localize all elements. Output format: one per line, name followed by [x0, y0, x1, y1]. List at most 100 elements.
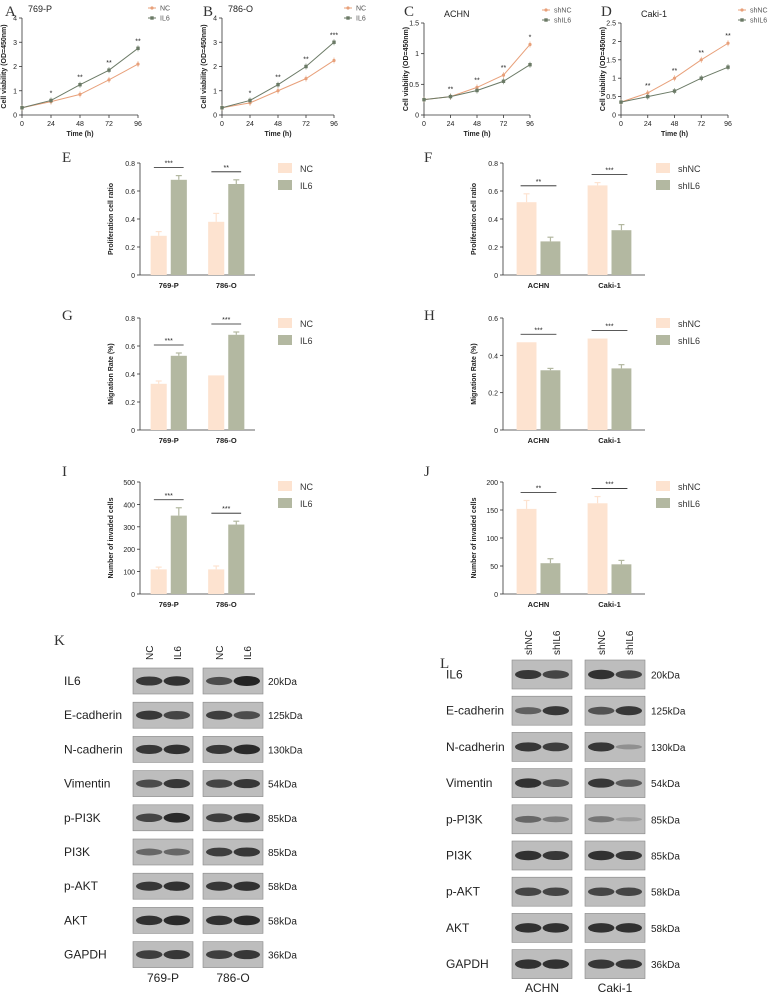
cell-line-label: ACHN — [525, 981, 559, 992]
legend-label: IL6 — [300, 181, 313, 191]
panel-letter: D — [601, 4, 612, 20]
bar-chart-f: F 0 0.2 0.4 0.6 0.8 Proliferation cell ratio **… — [424, 150, 701, 290]
x-tick-label: 769-P — [159, 436, 179, 445]
band — [163, 812, 190, 823]
panel-letter: L — [440, 656, 449, 672]
x-tick-label: Caki-1 — [598, 600, 621, 609]
band — [163, 881, 190, 891]
protein-label: p-AKT — [446, 885, 481, 899]
protein-label: p-PI3K — [446, 812, 483, 826]
band — [542, 923, 569, 933]
band — [136, 848, 163, 856]
band — [515, 850, 542, 861]
bar — [170, 515, 187, 594]
significance-mark: ** — [224, 165, 230, 172]
line-chart-d: D Caki-1 0 0.5 1 1.5 2 2.5 0 24 48 72 96 Time (h) Cell… — [600, 4, 768, 138]
band — [615, 923, 642, 933]
y-tick-label: 300 — [123, 525, 135, 532]
kda-label: 85kDa — [651, 815, 680, 826]
band — [615, 779, 642, 787]
band — [206, 950, 233, 959]
y-tick-label: 0.8 — [488, 161, 498, 168]
x-tick-label: 72 — [302, 121, 310, 128]
bar — [540, 563, 561, 594]
kda-label: 58kDa — [651, 888, 680, 899]
band — [163, 848, 190, 856]
y-tick-label: 4 — [213, 16, 217, 23]
band — [136, 915, 163, 926]
kda-label: 54kDa — [651, 779, 680, 790]
x-tick-label: 48 — [473, 121, 481, 128]
significance-mark: ** — [474, 77, 480, 84]
bar — [516, 342, 537, 430]
panel-letter: G — [62, 308, 73, 324]
legend-swatch — [278, 163, 292, 173]
x-tick-label: 786-O — [216, 281, 237, 290]
y-tick-label: 0 — [494, 592, 498, 599]
y-tick-label: 2.5 — [606, 21, 616, 28]
y-axis-label: Cell viability (OD=450nm) — [600, 27, 607, 111]
y-tick-label: 2 — [612, 39, 616, 46]
legend-marker — [740, 8, 744, 12]
band — [163, 950, 190, 960]
bar — [150, 235, 167, 275]
significance-mark: *** — [605, 324, 613, 331]
significance-mark: ** — [725, 33, 731, 40]
x-tick-label: ACHN — [528, 600, 550, 609]
y-tick-label: 1 — [13, 88, 17, 95]
bar — [587, 185, 608, 275]
legend-swatch — [656, 163, 670, 173]
x-tick-label: ACHN — [528, 436, 550, 445]
kda-label: 130kDa — [651, 743, 686, 754]
band — [136, 710, 163, 720]
bar — [228, 184, 245, 275]
significance-mark: * — [249, 90, 252, 97]
chart-title: 769-P — [28, 4, 52, 14]
y-axis-label: Cell viability (OD=450nm) — [201, 24, 208, 108]
significance-mark: ** — [106, 60, 112, 67]
y-tick-label: 0.2 — [125, 245, 135, 252]
legend-label: IL6 — [300, 499, 313, 509]
legend-swatch — [278, 180, 292, 190]
kda-label: 58kDa — [268, 882, 297, 893]
band — [136, 881, 163, 891]
cell-line-label: 786-O — [216, 971, 249, 985]
y-axis-label: Cell viability (OD=450nm) — [1, 24, 8, 108]
x-tick-label: 72 — [105, 121, 113, 128]
band — [206, 847, 233, 857]
legend-label: IL6 — [160, 16, 170, 23]
x-tick-label: 0 — [220, 121, 224, 128]
bar — [587, 338, 608, 430]
band — [233, 881, 260, 891]
significance-mark: ** — [699, 50, 705, 57]
y-axis-label: Number of invaded cells — [108, 497, 115, 578]
band — [588, 959, 615, 969]
y-tick-label: 200 — [486, 480, 498, 487]
x-tick-label: 48 — [76, 121, 84, 128]
y-tick-label: 0 — [213, 113, 217, 120]
protein-label: IL6 — [64, 674, 81, 688]
legend-label: NC — [300, 164, 313, 174]
x-tick-label: 72 — [697, 121, 705, 128]
panel-letter: E — [62, 150, 71, 166]
significance-mark: * — [529, 34, 532, 41]
band — [542, 706, 569, 716]
band — [615, 706, 642, 716]
significance-mark: *** — [534, 327, 542, 334]
band — [588, 669, 615, 680]
panel-letter: I — [62, 464, 67, 480]
x-tick-label: Caki-1 — [598, 436, 621, 445]
bar — [170, 355, 187, 430]
cell-line-label: Caki-1 — [598, 981, 633, 992]
legend-swatch — [656, 498, 670, 508]
y-tick-label: 0.4 — [488, 217, 498, 224]
band — [615, 670, 642, 679]
y-axis-label: Proliferation cell ratio — [471, 183, 478, 255]
panel-letter: A — [5, 4, 16, 20]
x-tick-label: 0 — [20, 121, 24, 128]
legend-swatch — [656, 335, 670, 345]
protein-label: GAPDH — [446, 957, 489, 971]
x-tick-label: 786-O — [216, 436, 237, 445]
x-tick-label: 24 — [644, 121, 652, 128]
